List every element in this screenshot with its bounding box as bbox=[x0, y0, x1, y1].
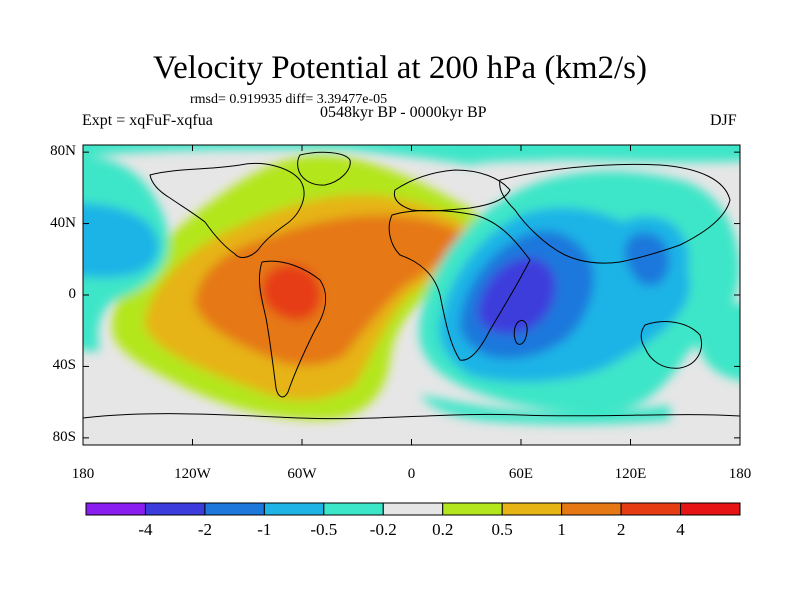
coastlines bbox=[83, 151, 740, 420]
lon-tick-label: 180 bbox=[71, 466, 95, 482]
experiment-label: Expt = xqFuF-xqfua bbox=[82, 112, 213, 129]
colorbar-label: 0.5 bbox=[491, 520, 513, 539]
coastline-asia bbox=[499, 163, 731, 264]
map-title: Velocity Potential at 200 hPa (km2/s) bbox=[152, 50, 648, 86]
coastline-madagascar bbox=[513, 319, 528, 345]
lat-tick-label: 80S bbox=[52, 428, 76, 445]
coastline-africa bbox=[388, 210, 531, 361]
lon-tick-label: 0 bbox=[407, 466, 416, 482]
colorbar-label: 0.2 bbox=[432, 520, 454, 539]
colorbar-swatch bbox=[85, 502, 146, 516]
colorbar-swatch bbox=[382, 502, 444, 516]
contour-positive-2 bbox=[262, 264, 321, 321]
colorbar-swatch bbox=[144, 502, 206, 516]
colorbar-label: -0.5 bbox=[310, 520, 338, 539]
coastline-antarctica bbox=[83, 413, 740, 420]
season-label: DJF bbox=[710, 112, 737, 129]
lon-tick-label: 60E bbox=[508, 466, 534, 482]
contour-fields bbox=[83, 145, 740, 445]
lat-tick-label: 80N bbox=[50, 143, 76, 160]
period-label: 0548kyr BP - 0000kyr BP bbox=[320, 104, 487, 121]
coastline-north-america bbox=[149, 162, 305, 258]
colorbar-swatch bbox=[442, 502, 503, 516]
coastline-australia bbox=[640, 321, 702, 369]
contour-negative-arctic-0.2 bbox=[83, 145, 740, 165]
lon-tick-label: 60W bbox=[287, 466, 317, 482]
coastline-south-america bbox=[259, 260, 327, 398]
colorbar-swatch bbox=[204, 502, 265, 516]
lon-tick-label: 180 bbox=[728, 466, 752, 482]
colorbar-swatch bbox=[680, 502, 741, 516]
colorbar-label: -0.2 bbox=[369, 520, 397, 539]
colorbar-label: 1 bbox=[557, 520, 566, 539]
colorbar-swatch bbox=[323, 502, 384, 516]
lon-tick-label: 120E bbox=[614, 466, 647, 482]
contour-negative-southern-0.2 bbox=[420, 395, 670, 425]
coastline-greenland bbox=[297, 151, 351, 186]
colorbar-label: -2 bbox=[197, 520, 212, 539]
contour-negative-2 bbox=[477, 257, 556, 334]
colorbar-label: 4 bbox=[676, 520, 685, 539]
contour-negative-pacific-0.5 bbox=[83, 203, 159, 278]
colorbar-swatch bbox=[561, 502, 622, 516]
contour-negative-dateline-0.2 bbox=[696, 302, 740, 381]
stats-label: rmsd= 0.919935 diff= 3.39477e-05 bbox=[190, 92, 388, 107]
colorbar-label: -1 bbox=[257, 520, 272, 539]
lat-tick-label: 0 bbox=[68, 286, 77, 302]
lon-tick-label: 120W bbox=[174, 466, 211, 482]
colorbar-swatch bbox=[620, 502, 682, 516]
colorbar-swatch bbox=[263, 502, 325, 516]
colorbar-label: -4 bbox=[138, 520, 153, 539]
lat-tick-label: 40N bbox=[50, 214, 76, 231]
contour-negative-westpac-1 bbox=[624, 232, 670, 286]
colorbar-label: 2 bbox=[616, 520, 626, 539]
coastline-europe bbox=[393, 169, 511, 212]
colorbar bbox=[85, 502, 741, 516]
lat-tick-label: 40S bbox=[52, 357, 76, 374]
colorbar-swatch bbox=[501, 502, 563, 516]
axis-ticks bbox=[82, 145, 741, 445]
